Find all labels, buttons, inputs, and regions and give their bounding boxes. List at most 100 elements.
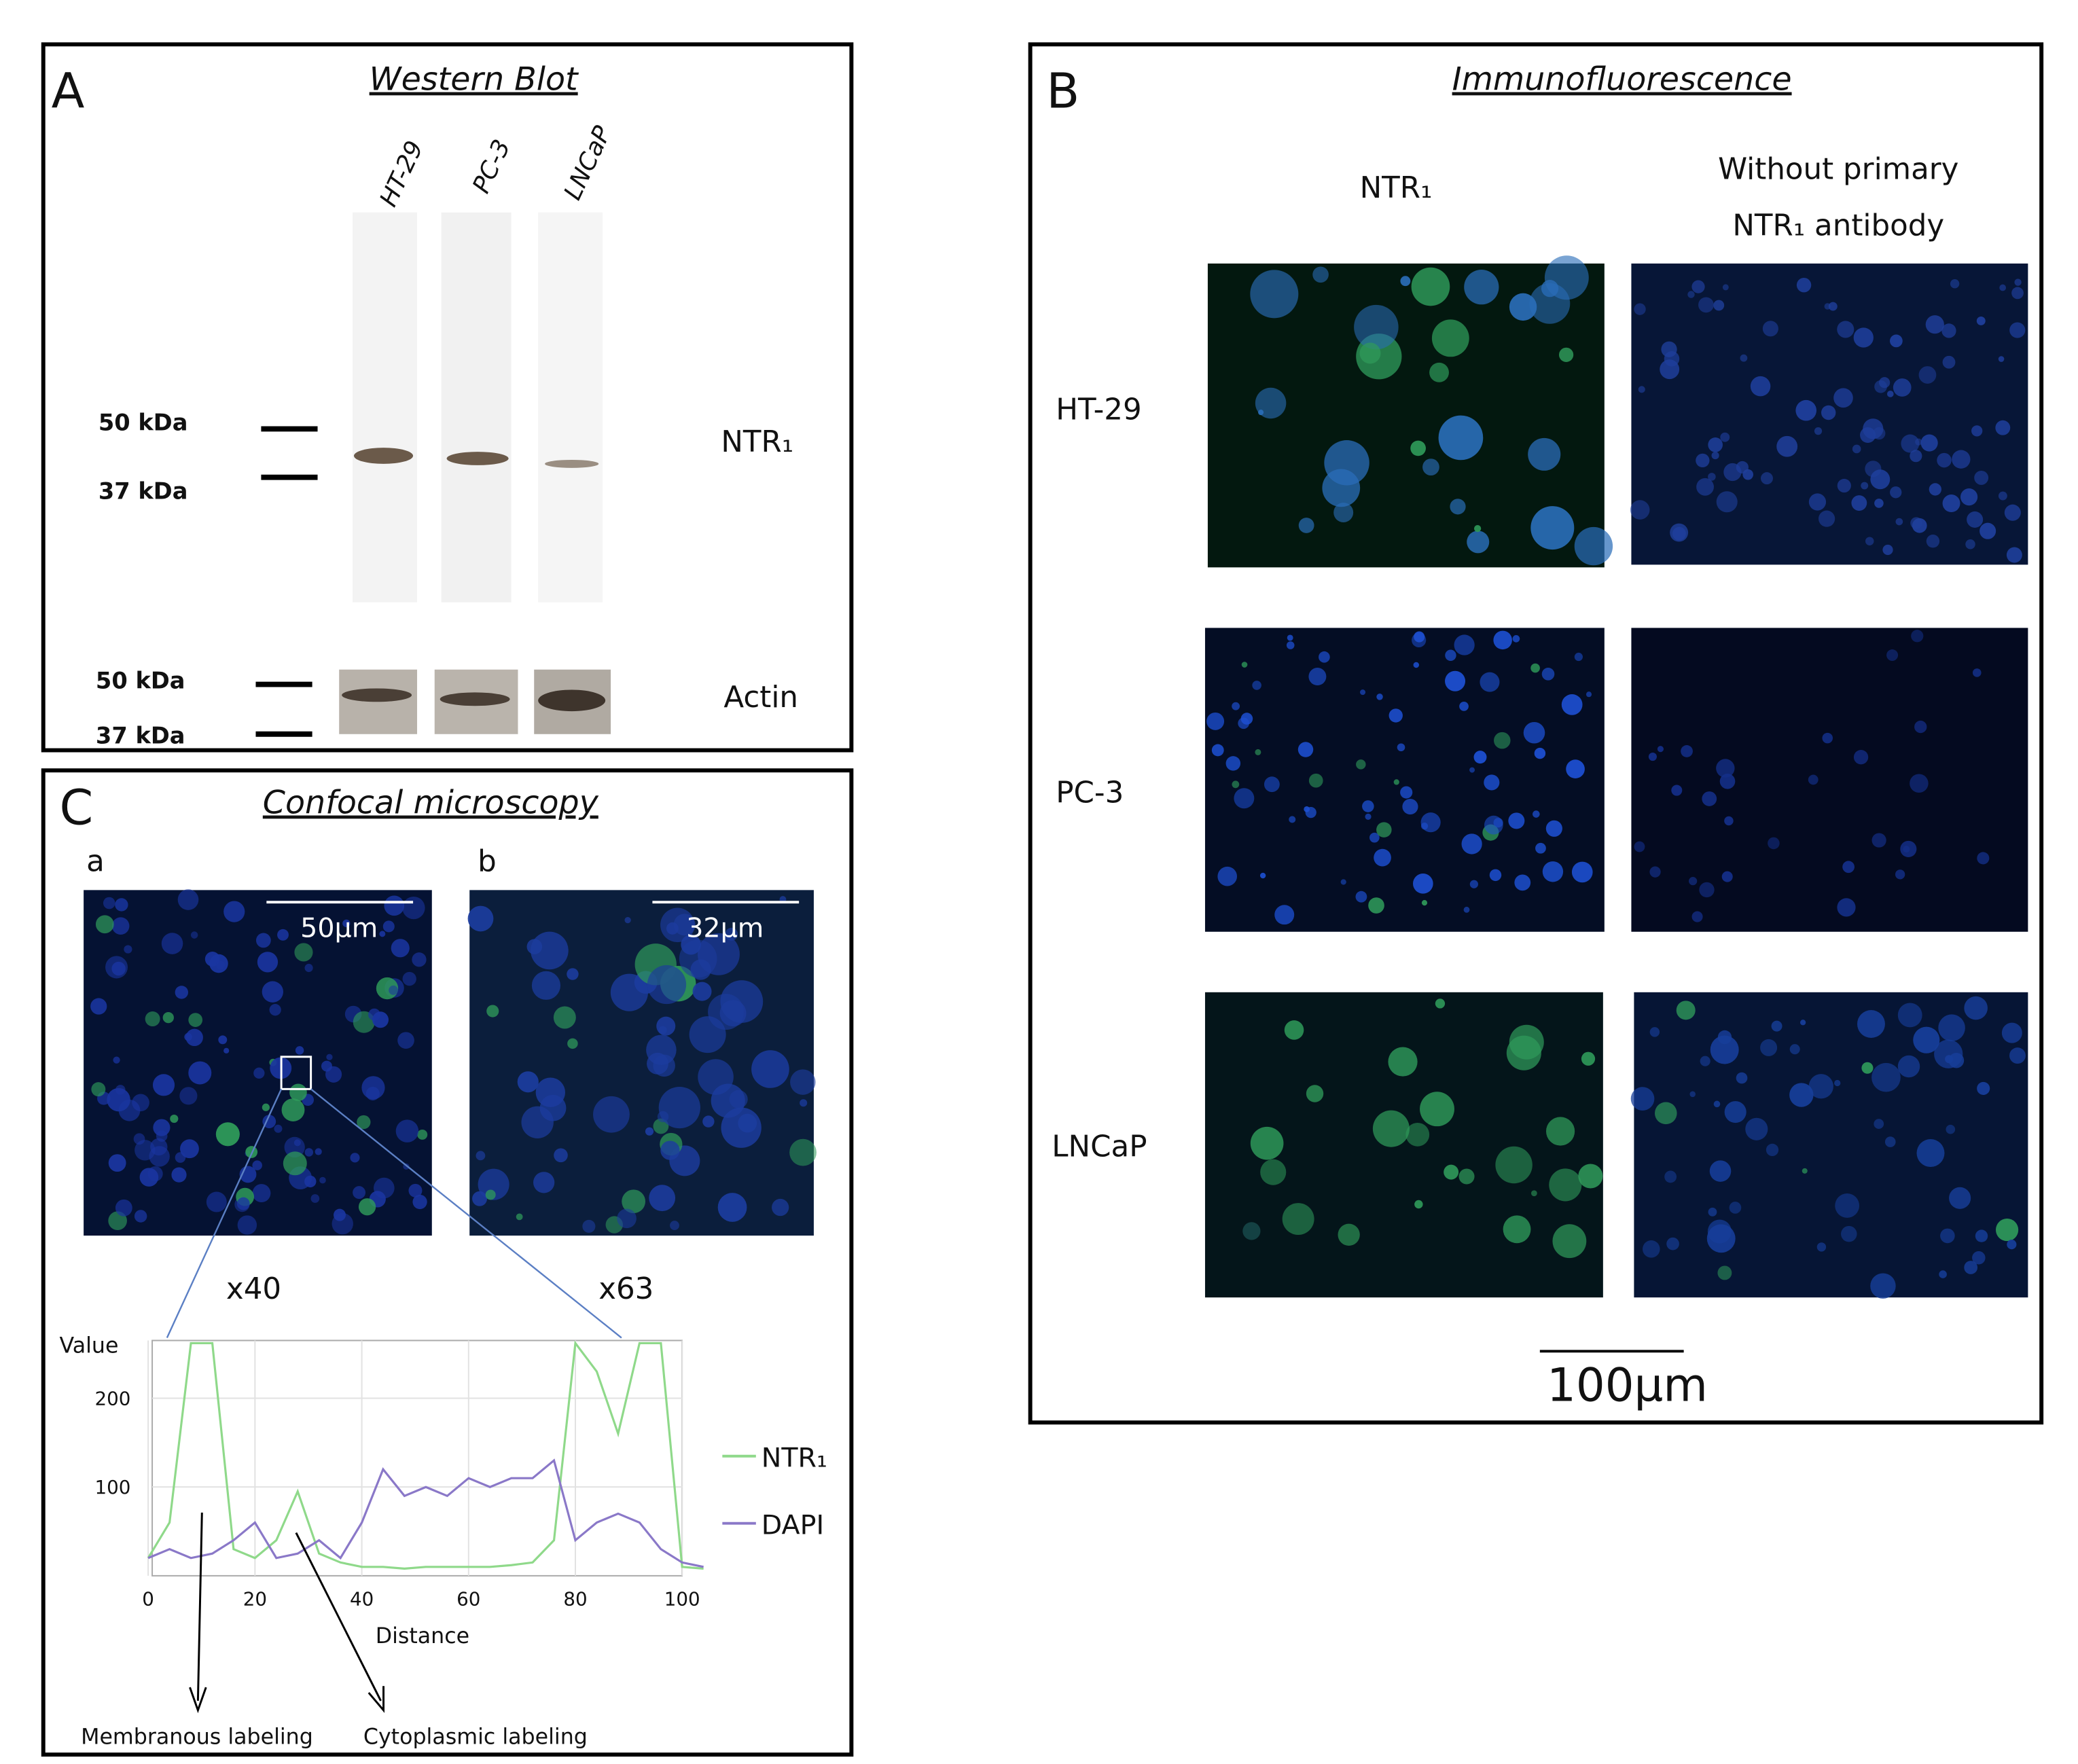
- cell: [647, 965, 687, 1005]
- cell: [1974, 470, 1989, 485]
- cell: [1882, 544, 1893, 556]
- cell: [361, 1076, 385, 1100]
- cell: [1716, 491, 1738, 513]
- cell: [1362, 800, 1374, 812]
- cell: [185, 1028, 203, 1047]
- cell: [1489, 869, 1502, 882]
- cell: [103, 897, 115, 910]
- cell: [1374, 848, 1391, 867]
- cell: [1938, 1014, 1965, 1041]
- cell: [1420, 1092, 1454, 1127]
- y-tick-label: 100: [95, 1476, 131, 1498]
- panel-c-frame: [41, 768, 854, 1757]
- cell: [2009, 322, 2026, 338]
- cell: [1308, 668, 1327, 686]
- cell: [1297, 742, 1314, 757]
- annotation: Cytoplasmic labeling: [363, 1725, 588, 1749]
- cell: [1512, 635, 1520, 643]
- cell: [161, 933, 183, 954]
- cell: [274, 1124, 283, 1133]
- cell: [1217, 866, 1238, 886]
- arrow: [295, 1532, 382, 1702]
- cell: [408, 1183, 423, 1198]
- cell: [1722, 284, 1729, 291]
- cell: [295, 1046, 304, 1055]
- cell: [1242, 1222, 1261, 1240]
- cell: [1870, 1273, 1896, 1299]
- cell: [384, 895, 405, 916]
- cell: [1445, 649, 1456, 661]
- cell: [358, 1198, 376, 1216]
- cell: [692, 982, 712, 1001]
- cell: [690, 959, 711, 980]
- cell: [1241, 662, 1248, 668]
- cell: [467, 905, 494, 932]
- cell: [533, 1172, 555, 1193]
- marker-label: 37 kDa: [96, 723, 185, 749]
- cell: [1649, 866, 1661, 878]
- cell: [1789, 1044, 1800, 1055]
- cell: [1895, 869, 1905, 880]
- cell: [147, 1166, 163, 1182]
- cell: [1232, 702, 1240, 710]
- cell: [111, 917, 130, 935]
- cell: [472, 1191, 488, 1206]
- cell: [717, 1193, 747, 1222]
- cell: [1841, 1225, 1857, 1242]
- cell: [1976, 316, 1986, 325]
- cell: [269, 1004, 281, 1016]
- row-label: LNCaP: [1052, 1130, 1147, 1164]
- cell: [1461, 833, 1482, 854]
- cell: [582, 1219, 596, 1233]
- cell: [310, 1194, 320, 1203]
- cell: [1338, 1223, 1360, 1246]
- cell: [1634, 303, 1646, 315]
- cell: [1255, 749, 1261, 755]
- cell: [283, 1151, 307, 1176]
- cell: [108, 1154, 126, 1172]
- panel-title: Immunofluorescence: [1452, 61, 1792, 98]
- cell: [517, 1071, 539, 1093]
- panel-title: Western Blot: [370, 61, 579, 98]
- cell: [1940, 1228, 1955, 1244]
- cell: [1238, 717, 1250, 730]
- cell: [1450, 499, 1466, 515]
- cell: [1795, 399, 1817, 421]
- cell: [1977, 852, 1990, 865]
- cell: [1250, 1126, 1284, 1160]
- cell: [162, 1011, 174, 1024]
- cell: [656, 1016, 676, 1036]
- cell: [1699, 882, 1715, 898]
- cell: [180, 1139, 199, 1159]
- cell: [1789, 1083, 1814, 1107]
- blot-lane: [441, 212, 512, 602]
- zoom-line: [166, 1088, 283, 1339]
- cell: [622, 1189, 646, 1214]
- cell: [1654, 1102, 1677, 1125]
- cell: [1816, 1242, 1827, 1252]
- cell: [1463, 906, 1470, 913]
- column-label: Without primary: [1718, 152, 1958, 186]
- cell: [1435, 998, 1446, 1009]
- cell: [790, 1069, 816, 1095]
- cell: [149, 1146, 170, 1167]
- scale-label: 32µm: [686, 913, 764, 944]
- cell: [257, 952, 279, 973]
- cell: [132, 1094, 149, 1112]
- cell: [1410, 440, 1426, 456]
- cell: [1942, 494, 1960, 513]
- cell: [1689, 877, 1698, 886]
- cell: [1837, 898, 1856, 917]
- cell: [1258, 410, 1264, 416]
- cell: [1558, 347, 1574, 362]
- cell: [342, 919, 351, 928]
- cell: [1523, 721, 1545, 744]
- cell: [1942, 355, 1956, 369]
- x-tick-label: 0: [142, 1587, 154, 1610]
- cell: [1952, 450, 1971, 469]
- cell: [1389, 708, 1403, 723]
- cell: [1691, 911, 1703, 922]
- cell: [1578, 1164, 1603, 1189]
- cell: [1356, 759, 1366, 770]
- cell: [175, 986, 189, 999]
